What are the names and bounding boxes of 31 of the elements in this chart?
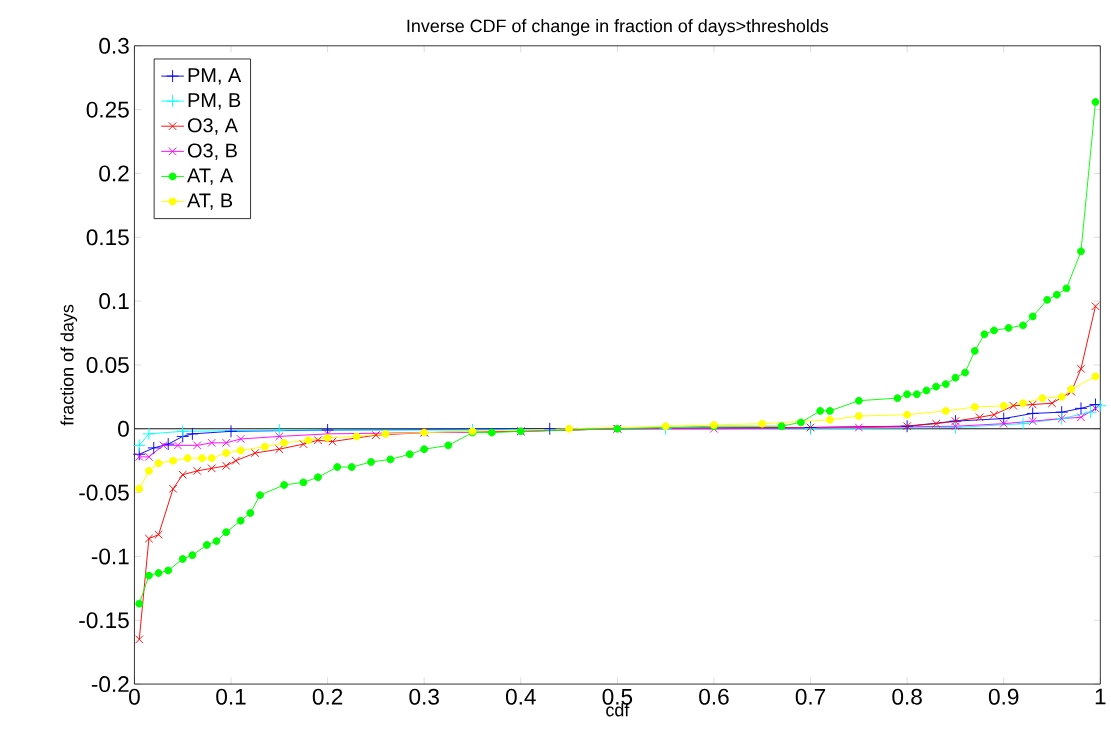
y-tick-label: -0.15 (79, 612, 129, 629)
legend-label: O3, B (187, 143, 237, 160)
x-tick-label: 0.1 (216, 688, 246, 705)
legend-label: O3, A (187, 118, 238, 135)
y-tick-label: 0.25 (86, 101, 129, 118)
y-tick-label: 0.05 (86, 357, 129, 374)
y-axis-title: fraction of days (60, 304, 78, 426)
y-tick-label: 0.15 (86, 229, 129, 246)
legend-label: AT, A (187, 168, 234, 185)
x-tick-label: 0.2 (312, 688, 343, 705)
legend-label: AT, B (187, 193, 233, 210)
x-tick-label: 0.7 (795, 688, 826, 705)
x-axis-title: cdf (606, 703, 630, 717)
y-tick-label: 0 (118, 420, 129, 437)
chart-title: Inverse CDF of change in fraction of days>thresholds (407, 19, 829, 36)
y-tick-label: 0.3 (99, 37, 129, 54)
y-tick-label: 0.1 (99, 293, 129, 310)
legend-label: PM, A (188, 68, 242, 85)
y-tick-label: 0.2 (99, 165, 129, 182)
x-tick-label: 0.8 (892, 688, 922, 705)
y-tick-label: -0.2 (91, 676, 129, 693)
x-tick-label: 0.4 (505, 688, 536, 705)
x-tick-label: 0 (129, 688, 140, 705)
x-tick-label: 0.5 (602, 688, 633, 705)
x-tick-label: 0.3 (409, 688, 439, 705)
x-tick-label: 0.6 (699, 688, 729, 705)
legend-label: PM, B (188, 93, 241, 110)
y-tick-label: -0.05 (79, 484, 129, 501)
y-tick-label: -0.1 (91, 548, 129, 565)
x-tick-label: 0.9 (988, 688, 1019, 705)
x-tick-label: 1 (1095, 688, 1106, 705)
